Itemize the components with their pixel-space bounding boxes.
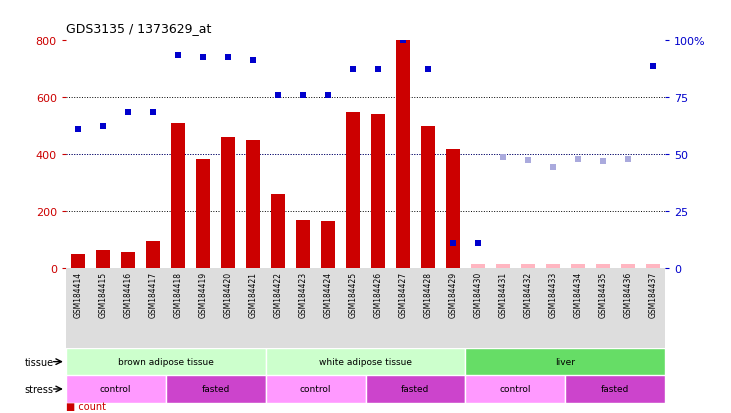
Text: GSM184430: GSM184430 — [474, 271, 482, 317]
Point — [272, 92, 284, 99]
Bar — [265, 348, 466, 375]
Text: control: control — [100, 385, 132, 394]
Text: GSM184431: GSM184431 — [499, 271, 507, 317]
Bar — [446, 149, 460, 268]
Text: tissue: tissue — [25, 357, 54, 367]
Bar — [197, 159, 210, 268]
Bar — [571, 264, 585, 268]
Bar — [346, 112, 360, 268]
Point — [72, 126, 84, 133]
Bar — [466, 375, 565, 403]
Bar — [466, 348, 665, 375]
Bar — [521, 264, 534, 268]
Bar — [321, 222, 335, 268]
Point — [322, 92, 334, 99]
Text: GSM184433: GSM184433 — [548, 271, 557, 317]
Point — [397, 38, 409, 45]
Point — [497, 154, 509, 161]
Bar — [646, 264, 659, 268]
Bar — [496, 264, 510, 268]
Bar — [371, 115, 385, 268]
Text: GSM184426: GSM184426 — [374, 271, 382, 317]
Bar — [565, 375, 665, 403]
Point — [197, 55, 209, 62]
Text: GSM184429: GSM184429 — [448, 271, 458, 317]
Text: GSM184421: GSM184421 — [249, 271, 257, 317]
Text: fasted: fasted — [601, 385, 629, 394]
Bar — [366, 375, 466, 403]
Point — [222, 55, 234, 62]
Point — [622, 156, 634, 162]
Point — [572, 156, 583, 162]
Point — [422, 66, 433, 73]
Point — [347, 66, 359, 73]
Text: liver: liver — [556, 357, 575, 366]
Text: fasted: fasted — [202, 385, 230, 394]
Point — [247, 58, 259, 64]
Text: GSM184436: GSM184436 — [624, 271, 632, 317]
Point — [447, 240, 459, 246]
Text: GSM184416: GSM184416 — [124, 271, 133, 317]
Text: GSM184437: GSM184437 — [648, 271, 657, 317]
Bar — [121, 252, 135, 268]
Text: brown adipose tissue: brown adipose tissue — [118, 357, 213, 366]
Text: GSM184418: GSM184418 — [174, 271, 183, 317]
Text: GSM184425: GSM184425 — [349, 271, 357, 317]
Bar — [221, 138, 235, 268]
Point — [522, 157, 534, 164]
Text: GSM184435: GSM184435 — [598, 271, 607, 317]
Text: GSM184427: GSM184427 — [398, 271, 407, 317]
Bar — [96, 250, 110, 268]
Bar — [246, 141, 260, 268]
Bar — [396, 41, 410, 268]
Point — [647, 64, 659, 70]
Bar — [471, 264, 485, 268]
Bar — [621, 264, 635, 268]
Text: control: control — [300, 385, 331, 394]
Text: GSM184434: GSM184434 — [573, 271, 583, 317]
Text: GSM184419: GSM184419 — [199, 271, 208, 317]
Text: GSM184414: GSM184414 — [74, 271, 83, 317]
Bar — [146, 242, 160, 268]
Bar — [265, 375, 366, 403]
Bar — [596, 264, 610, 268]
Text: GSM184415: GSM184415 — [99, 271, 107, 317]
Point — [472, 240, 484, 246]
Text: GSM184422: GSM184422 — [273, 271, 283, 317]
Text: control: control — [499, 385, 531, 394]
Text: GSM184423: GSM184423 — [298, 271, 308, 317]
Bar — [66, 348, 265, 375]
Text: stress: stress — [25, 384, 54, 394]
Text: GSM184420: GSM184420 — [224, 271, 232, 317]
Bar — [296, 220, 310, 268]
Bar — [171, 123, 185, 268]
Bar — [546, 264, 560, 268]
Text: GSM184424: GSM184424 — [324, 271, 333, 317]
Text: GSM184432: GSM184432 — [523, 271, 532, 317]
Bar — [166, 375, 265, 403]
Point — [148, 109, 159, 116]
Bar — [421, 126, 435, 268]
Point — [97, 123, 109, 130]
Point — [597, 159, 609, 165]
Bar — [66, 375, 166, 403]
Text: GSM184417: GSM184417 — [148, 271, 158, 317]
Bar — [271, 195, 285, 268]
Text: white adipose tissue: white adipose tissue — [319, 357, 412, 366]
Text: GSM184428: GSM184428 — [423, 271, 433, 317]
Bar — [72, 254, 85, 268]
Text: ■ count: ■ count — [66, 401, 106, 411]
Text: fasted: fasted — [401, 385, 430, 394]
Point — [173, 52, 184, 59]
Text: GDS3135 / 1373629_at: GDS3135 / 1373629_at — [66, 22, 211, 35]
Point — [298, 92, 309, 99]
Point — [372, 66, 384, 73]
Point — [122, 109, 134, 116]
Point — [547, 164, 558, 171]
